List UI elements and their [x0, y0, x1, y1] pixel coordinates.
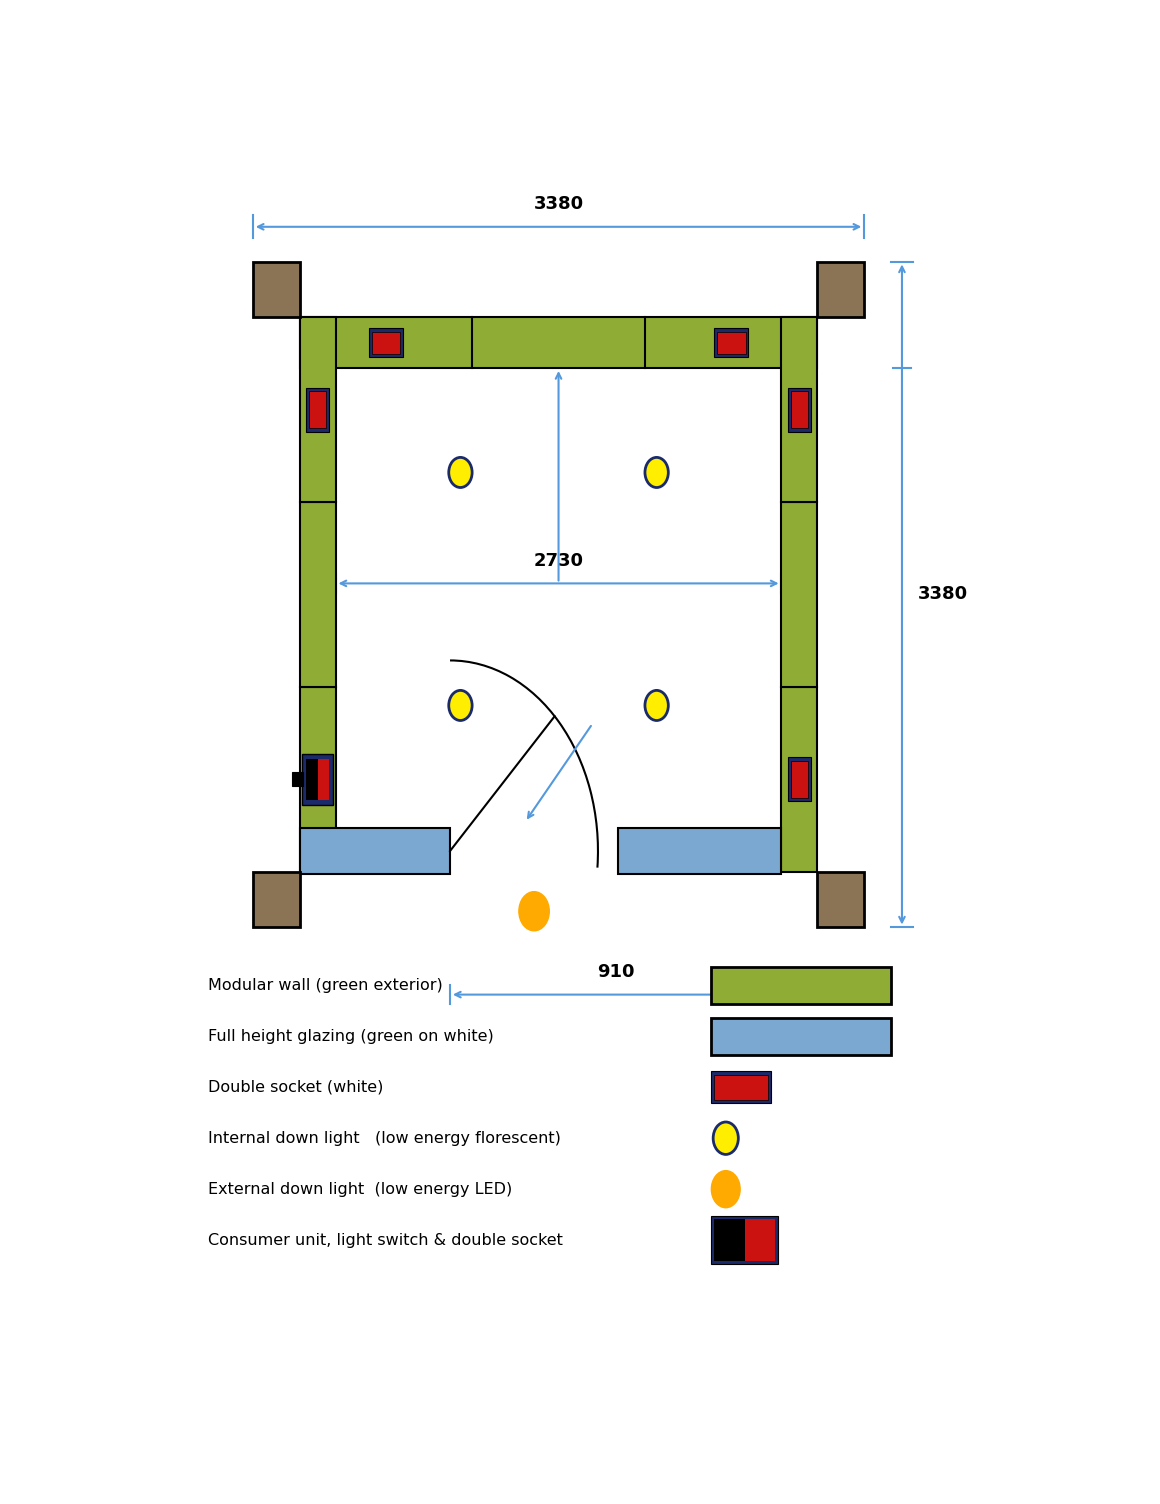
- Text: Modular wall (green exterior): Modular wall (green exterior): [208, 978, 443, 993]
- Bar: [711, 1018, 891, 1054]
- Text: 3380: 3380: [534, 196, 583, 214]
- Bar: [318, 758, 329, 800]
- Circle shape: [711, 1170, 740, 1208]
- Text: External down light  (low energy LED): External down light (low energy LED): [208, 1182, 513, 1197]
- Bar: [309, 391, 326, 429]
- Bar: [711, 1215, 778, 1265]
- Text: 910: 910: [597, 963, 635, 981]
- Bar: [789, 758, 811, 802]
- Bar: [299, 317, 818, 368]
- Bar: [291, 773, 303, 787]
- Bar: [369, 328, 403, 356]
- Bar: [782, 687, 818, 872]
- Bar: [299, 687, 335, 872]
- Text: 2730: 2730: [534, 552, 583, 570]
- Bar: [253, 262, 299, 317]
- Circle shape: [713, 1122, 739, 1155]
- Text: Consumer unit, light switch & double socket: Consumer unit, light switch & double soc…: [208, 1233, 563, 1248]
- Circle shape: [449, 690, 472, 720]
- Bar: [371, 331, 400, 353]
- Text: Full height glazing (green on white): Full height glazing (green on white): [208, 1029, 494, 1044]
- Bar: [306, 758, 318, 800]
- Bar: [711, 1071, 770, 1104]
- Circle shape: [449, 457, 472, 487]
- Bar: [299, 317, 335, 502]
- Bar: [818, 872, 864, 928]
- Bar: [618, 827, 782, 874]
- Bar: [791, 761, 809, 799]
- Circle shape: [519, 892, 550, 931]
- Bar: [791, 391, 809, 429]
- Bar: [253, 872, 299, 928]
- Bar: [303, 754, 333, 805]
- Bar: [306, 388, 328, 432]
- Bar: [715, 1074, 768, 1099]
- Bar: [711, 967, 891, 1003]
- Bar: [782, 502, 818, 687]
- Text: 3380: 3380: [919, 585, 969, 603]
- Bar: [717, 331, 746, 353]
- Bar: [715, 328, 748, 356]
- Circle shape: [645, 457, 668, 487]
- Circle shape: [645, 690, 668, 720]
- Bar: [299, 502, 335, 687]
- Text: Double socket (white): Double socket (white): [208, 1080, 383, 1095]
- Bar: [715, 1220, 745, 1260]
- Bar: [335, 317, 782, 872]
- Bar: [299, 827, 450, 874]
- Bar: [789, 388, 811, 432]
- Bar: [818, 262, 864, 317]
- Bar: [745, 1220, 775, 1260]
- Bar: [782, 317, 818, 502]
- Text: Internal down light   (low energy florescent): Internal down light (low energy floresce…: [208, 1131, 560, 1146]
